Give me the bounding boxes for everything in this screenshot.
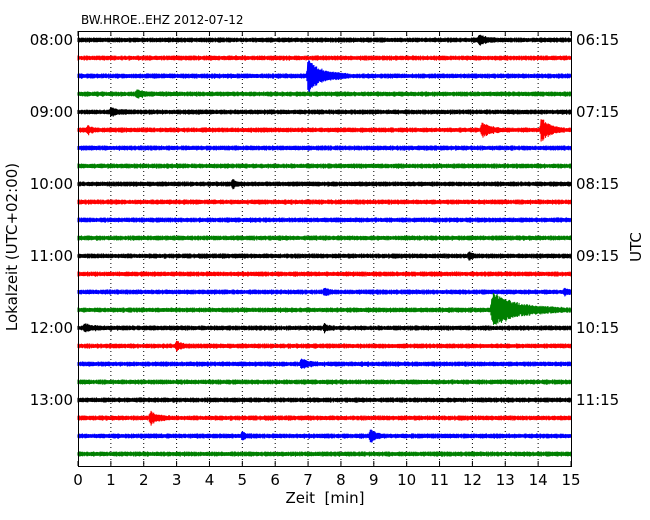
right-tick-label: 06:15 xyxy=(576,31,619,49)
right-tick-label: 07:15 xyxy=(576,103,619,121)
right-tick-label: 08:15 xyxy=(576,175,619,193)
right-tick-label: 10:15 xyxy=(576,319,619,337)
trace-line xyxy=(77,55,572,61)
trace-line xyxy=(77,163,572,169)
right-tick-label: 11:15 xyxy=(576,391,619,409)
seismic-traces xyxy=(77,34,572,457)
trace-line xyxy=(77,429,572,443)
x-tick-label: 3 xyxy=(172,471,182,489)
x-tick-label: 11 xyxy=(430,471,449,489)
trace-line xyxy=(77,235,572,241)
trace-line xyxy=(77,271,572,277)
left-tick-label: 12:00 xyxy=(30,319,73,337)
trace-line xyxy=(77,358,572,369)
trace-line xyxy=(77,397,572,403)
x-axis-label: Zeit [min] xyxy=(285,489,364,507)
trace-line xyxy=(77,323,572,334)
x-tick-label: 13 xyxy=(496,471,515,489)
x-tick-label: 7 xyxy=(303,471,313,489)
x-tick-label: 6 xyxy=(270,471,280,489)
chart-title: BW.HROE..EHZ 2012-07-12 xyxy=(81,13,244,27)
trace-line xyxy=(77,119,572,142)
left-tick-label: 08:00 xyxy=(30,31,73,49)
grid-lines xyxy=(110,31,539,466)
trace-line xyxy=(77,292,572,325)
trace-line xyxy=(77,379,572,385)
right-axis-ticks: 06:15 07:15 08:15 09:15 10:15 11:15 xyxy=(565,31,619,409)
trace-line xyxy=(77,107,572,118)
trace-line xyxy=(77,34,572,46)
x-tick-label: 2 xyxy=(139,471,149,489)
x-tick-label: 10 xyxy=(397,471,416,489)
x-axis-ticks: 0 1 2 3 4 5 6 7 8 9 10 11 12 13 14 15 xyxy=(73,31,581,489)
plot-frame xyxy=(78,31,572,467)
trace-line xyxy=(77,60,572,93)
x-tick-label: 1 xyxy=(106,471,116,489)
trace-line xyxy=(77,89,572,99)
trace-line xyxy=(77,451,572,457)
x-tick-label: 0 xyxy=(73,471,83,489)
trace-line xyxy=(77,199,572,205)
x-tick-label: 12 xyxy=(463,471,482,489)
right-axis-label: UTC xyxy=(627,232,645,262)
x-tick-label: 9 xyxy=(369,471,379,489)
left-axis-label: Lokalzeit (UTC+02:00) xyxy=(3,163,21,331)
x-tick-label: 15 xyxy=(561,471,580,489)
trace-line xyxy=(77,287,572,297)
trace-line xyxy=(77,217,572,223)
x-tick-label: 14 xyxy=(529,471,548,489)
right-tick-label: 09:15 xyxy=(576,247,619,265)
x-tick-label: 8 xyxy=(336,471,346,489)
x-tick-label: 5 xyxy=(238,471,248,489)
trace-line xyxy=(77,145,572,151)
x-tick-label: 4 xyxy=(205,471,215,489)
left-tick-label: 09:00 xyxy=(30,103,73,121)
trace-line xyxy=(77,410,572,426)
trace-line xyxy=(77,340,572,352)
left-axis-ticks: 08:00 09:00 10:00 11:00 12:00 13:00 xyxy=(30,31,84,409)
left-tick-label: 13:00 xyxy=(30,391,73,409)
left-tick-label: 10:00 xyxy=(30,175,73,193)
trace-line xyxy=(77,179,572,190)
trace-line xyxy=(77,251,572,261)
left-tick-label: 11:00 xyxy=(30,247,73,265)
